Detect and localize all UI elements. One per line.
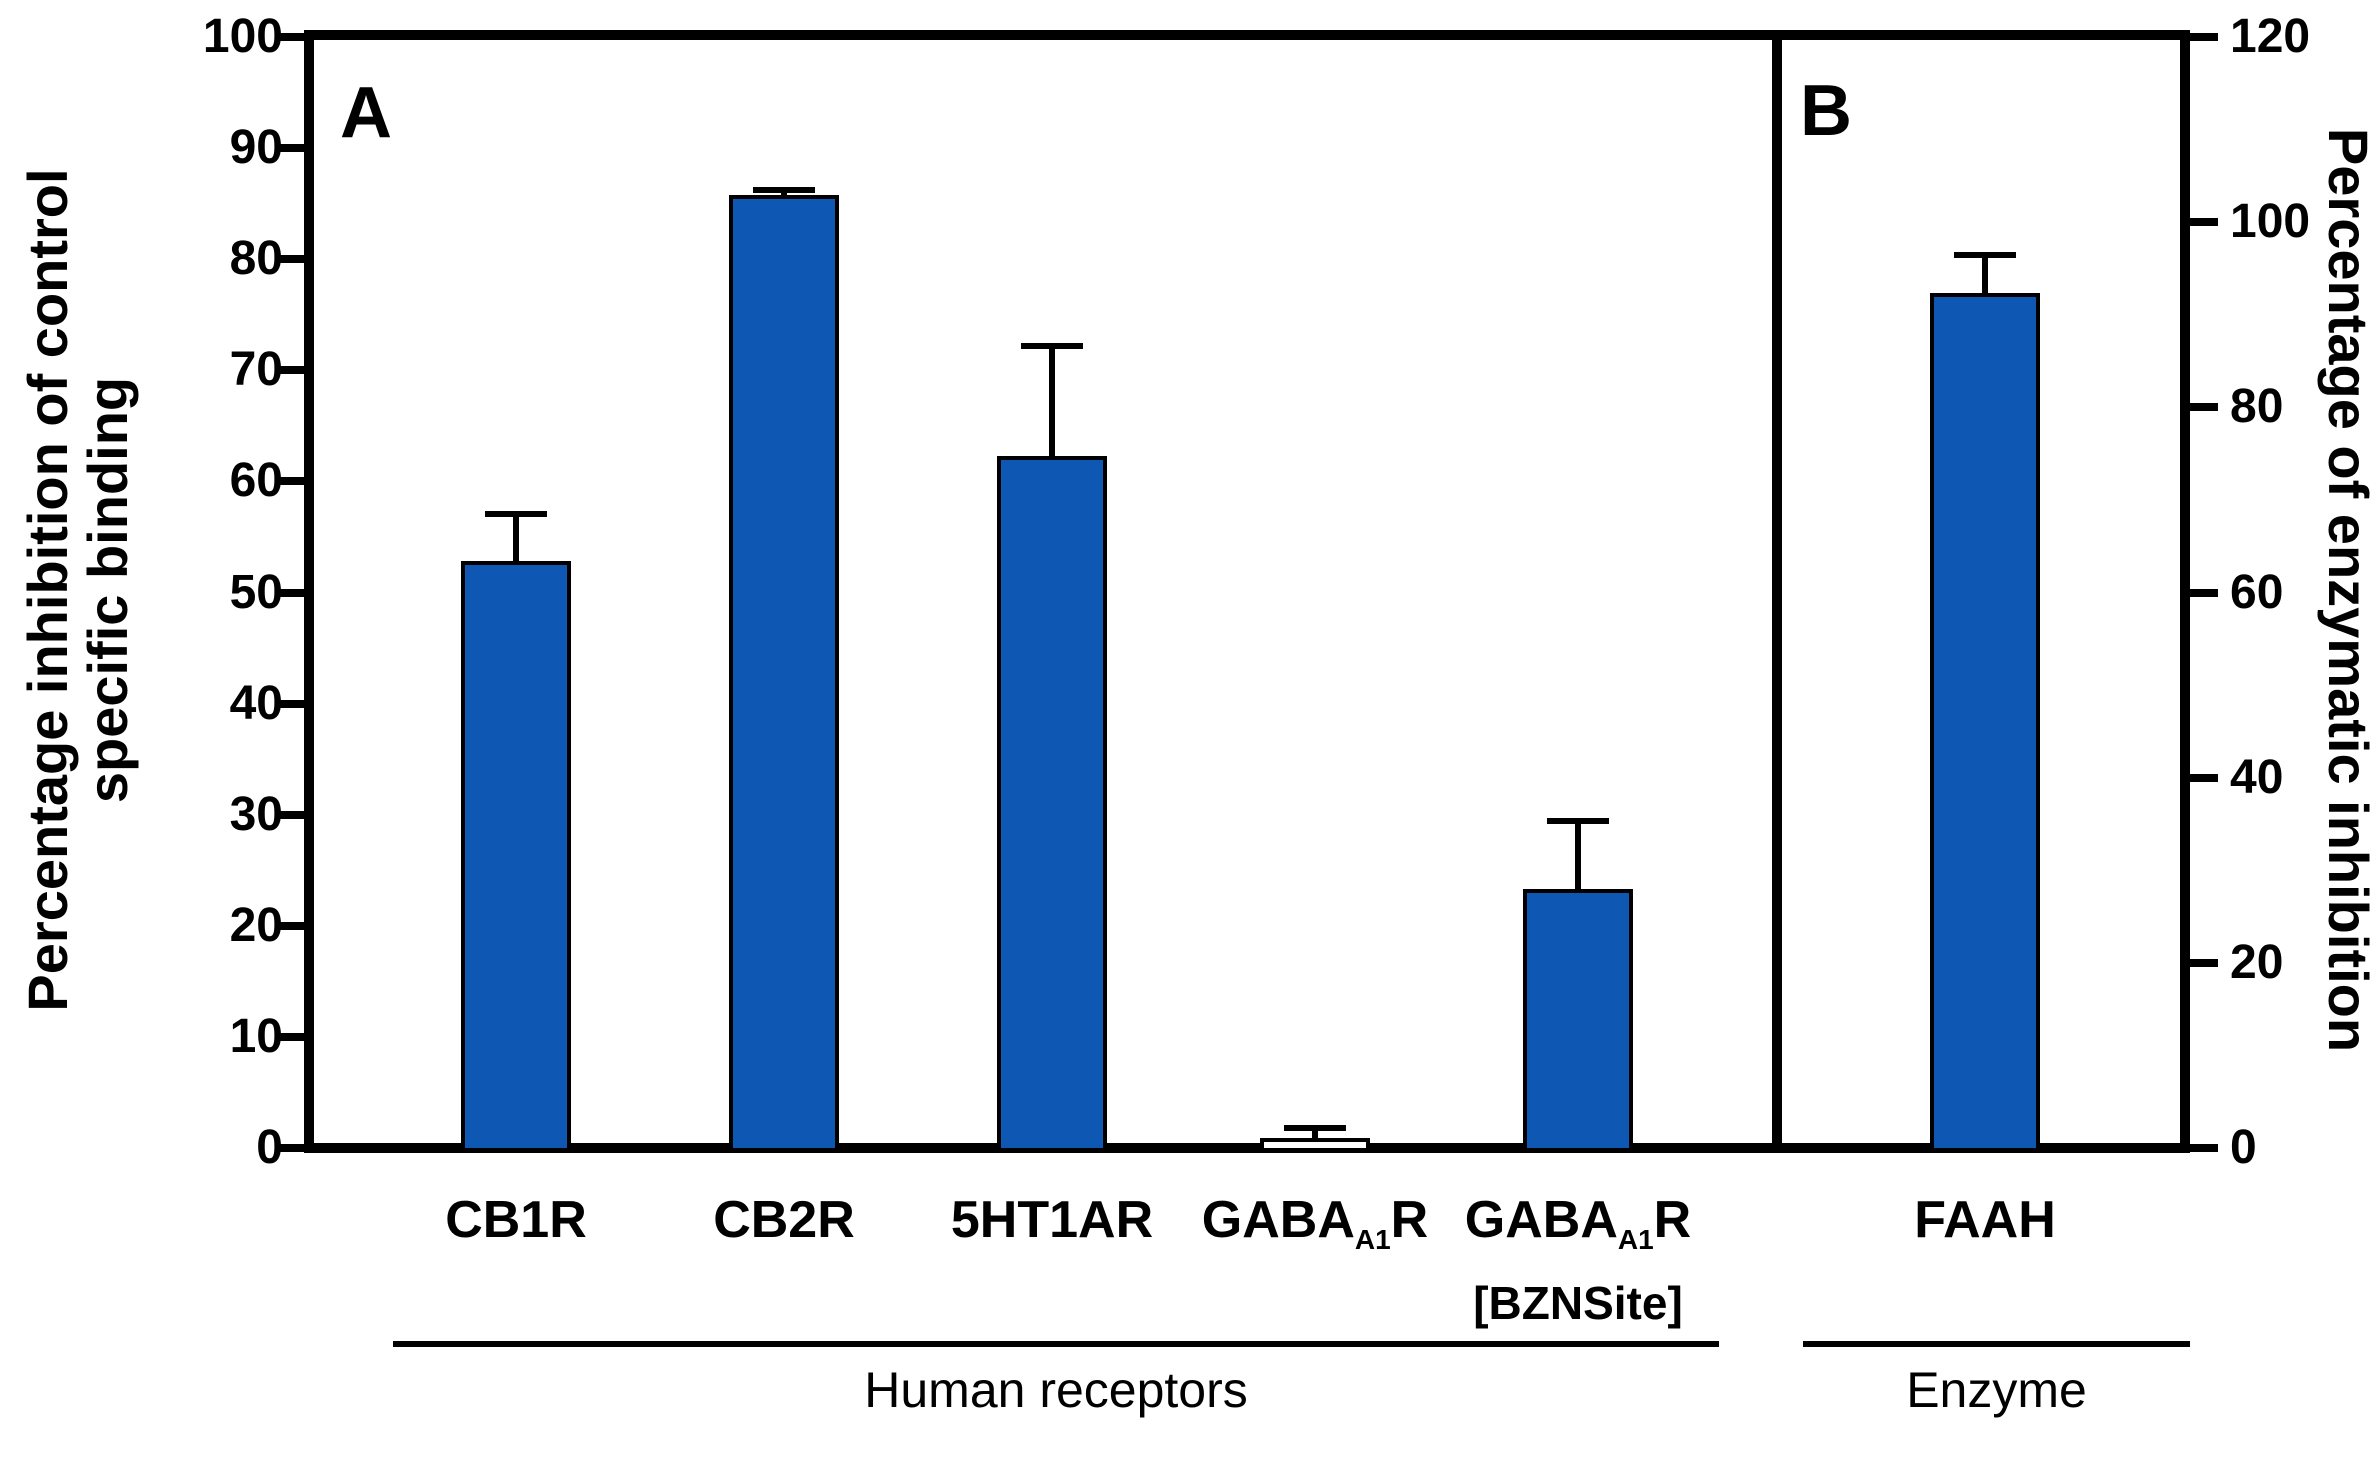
left-tick-10 bbox=[276, 1032, 304, 1041]
bar-5ht1ar bbox=[997, 455, 1107, 1152]
category-label-gabaa1r-bzn-subscript: A1 bbox=[1617, 1224, 1654, 1255]
category-label-cb1r: CB1R bbox=[336, 1192, 696, 1248]
category-label-gabaa1r-bzn-text: GABAA1R bbox=[1464, 1191, 1692, 1255]
category-label-gabaa1r: GABAA1R bbox=[1135, 1192, 1495, 1268]
error-cap-cb1r bbox=[485, 510, 547, 517]
category-label-gabaa1r-text: GABAA1R bbox=[1201, 1191, 1429, 1255]
enzyme-underline bbox=[1803, 1341, 2190, 1347]
left-tick-label-10: 10 bbox=[229, 1009, 283, 1063]
error-stem-cb1r bbox=[513, 513, 519, 566]
right-spine bbox=[2180, 30, 2190, 1153]
category-label-cb2r-text: CB2R bbox=[713, 1191, 855, 1249]
bar-cb1r bbox=[461, 561, 571, 1152]
right-tick-label-60: 60 bbox=[2230, 565, 2284, 619]
left-tick-100 bbox=[276, 33, 304, 41]
left-tick-80 bbox=[276, 255, 304, 264]
error-cap-gabaa1r-bzn bbox=[1547, 818, 1609, 825]
right-tick-label-20: 20 bbox=[2230, 935, 2284, 989]
right-tick-0 bbox=[2190, 1144, 2218, 1152]
left-tick-label-60: 60 bbox=[229, 454, 283, 508]
bar-faah bbox=[1930, 293, 2040, 1152]
category-label-faah: FAAH bbox=[1805, 1192, 2165, 1248]
left-spine bbox=[304, 30, 314, 1153]
left-tick-50 bbox=[276, 588, 304, 597]
bar-cb2r bbox=[729, 194, 839, 1152]
right-tick-60 bbox=[2190, 588, 2218, 597]
right-axis-title-text: Percentage of enzymatic inhibition bbox=[2317, 127, 2379, 1053]
right-tick-20 bbox=[2190, 958, 2218, 967]
bar-gabaa1r bbox=[1260, 1138, 1370, 1152]
error-stem-faah bbox=[1982, 255, 1988, 298]
category-label-5ht1ar: 5HT1AR bbox=[872, 1192, 1232, 1248]
left-tick-60 bbox=[276, 477, 304, 486]
human-receptors-underline bbox=[393, 1341, 1719, 1347]
error-stem-5ht1ar bbox=[1049, 345, 1055, 460]
enzyme-label: Enzyme bbox=[1906, 1362, 2087, 1418]
category-label-gabaa1r-bzn: GABAA1R [BZNSite] bbox=[1398, 1192, 1758, 1328]
error-stem-gabaa1r bbox=[1312, 1128, 1318, 1142]
right-tick-80 bbox=[2190, 403, 2218, 412]
right-tick-120 bbox=[2190, 33, 2218, 41]
left-axis-title-line1: Percentage inhibition of control bbox=[16, 168, 79, 1012]
left-tick-label-80: 80 bbox=[229, 232, 283, 286]
left-tick-label-30: 30 bbox=[229, 787, 283, 841]
bar-gabaa1r-bzn bbox=[1523, 889, 1633, 1152]
error-cap-5ht1ar bbox=[1021, 342, 1083, 349]
left-tick-30 bbox=[276, 810, 304, 819]
left-tick-label-50: 50 bbox=[229, 565, 283, 619]
right-tick-label-100: 100 bbox=[2230, 195, 2311, 249]
right-tick-40 bbox=[2190, 773, 2218, 782]
left-tick-label-20: 20 bbox=[229, 898, 283, 952]
left-tick-90 bbox=[276, 144, 304, 153]
panel-b-letter: B bbox=[1800, 71, 1852, 151]
error-cap-cb2r bbox=[753, 187, 815, 194]
category-label-gabaa1r-subscript: A1 bbox=[1354, 1224, 1391, 1255]
x-axis-baseline bbox=[304, 1143, 2190, 1153]
panel-divider bbox=[1772, 30, 1782, 1153]
right-axis-title: Percentage of enzymatic inhibition bbox=[2317, 0, 2379, 1240]
error-cap-gabaa1r bbox=[1284, 1125, 1346, 1131]
right-tick-label-120: 120 bbox=[2230, 10, 2311, 63]
right-tick-label-80: 80 bbox=[2230, 380, 2284, 434]
error-cap-faah bbox=[1954, 252, 2016, 259]
error-stem-gabaa1r-bzn bbox=[1575, 821, 1581, 894]
left-tick-0 bbox=[276, 1144, 304, 1152]
category-label-cb2r: CB2R bbox=[604, 1192, 964, 1248]
top-spine bbox=[304, 30, 2190, 40]
category-label-gabaa1r-bzn-line2: [BZNSite] bbox=[1473, 1277, 1683, 1329]
left-tick-label-0: 0 bbox=[256, 1121, 283, 1174]
error-stem-cb2r bbox=[781, 190, 787, 199]
category-label-faah-text: FAAH bbox=[1914, 1191, 2056, 1249]
left-tick-70 bbox=[276, 366, 304, 375]
right-tick-100 bbox=[2190, 218, 2218, 227]
left-tick-label-70: 70 bbox=[229, 343, 283, 397]
category-label-5ht1ar-text: 5HT1AR bbox=[950, 1191, 1154, 1249]
left-tick-40 bbox=[276, 699, 304, 708]
left-tick-label-100: 100 bbox=[202, 10, 283, 63]
left-tick-label-90: 90 bbox=[229, 121, 283, 175]
category-label-cb1r-text: CB1R bbox=[445, 1191, 587, 1249]
panel-a-letter: A bbox=[340, 73, 392, 153]
left-tick-label-40: 40 bbox=[229, 676, 283, 730]
left-tick-20 bbox=[276, 921, 304, 930]
human-receptors-label: Human receptors bbox=[864, 1362, 1248, 1418]
right-tick-label-0: 0 bbox=[2230, 1121, 2257, 1174]
right-tick-label-40: 40 bbox=[2230, 750, 2284, 804]
